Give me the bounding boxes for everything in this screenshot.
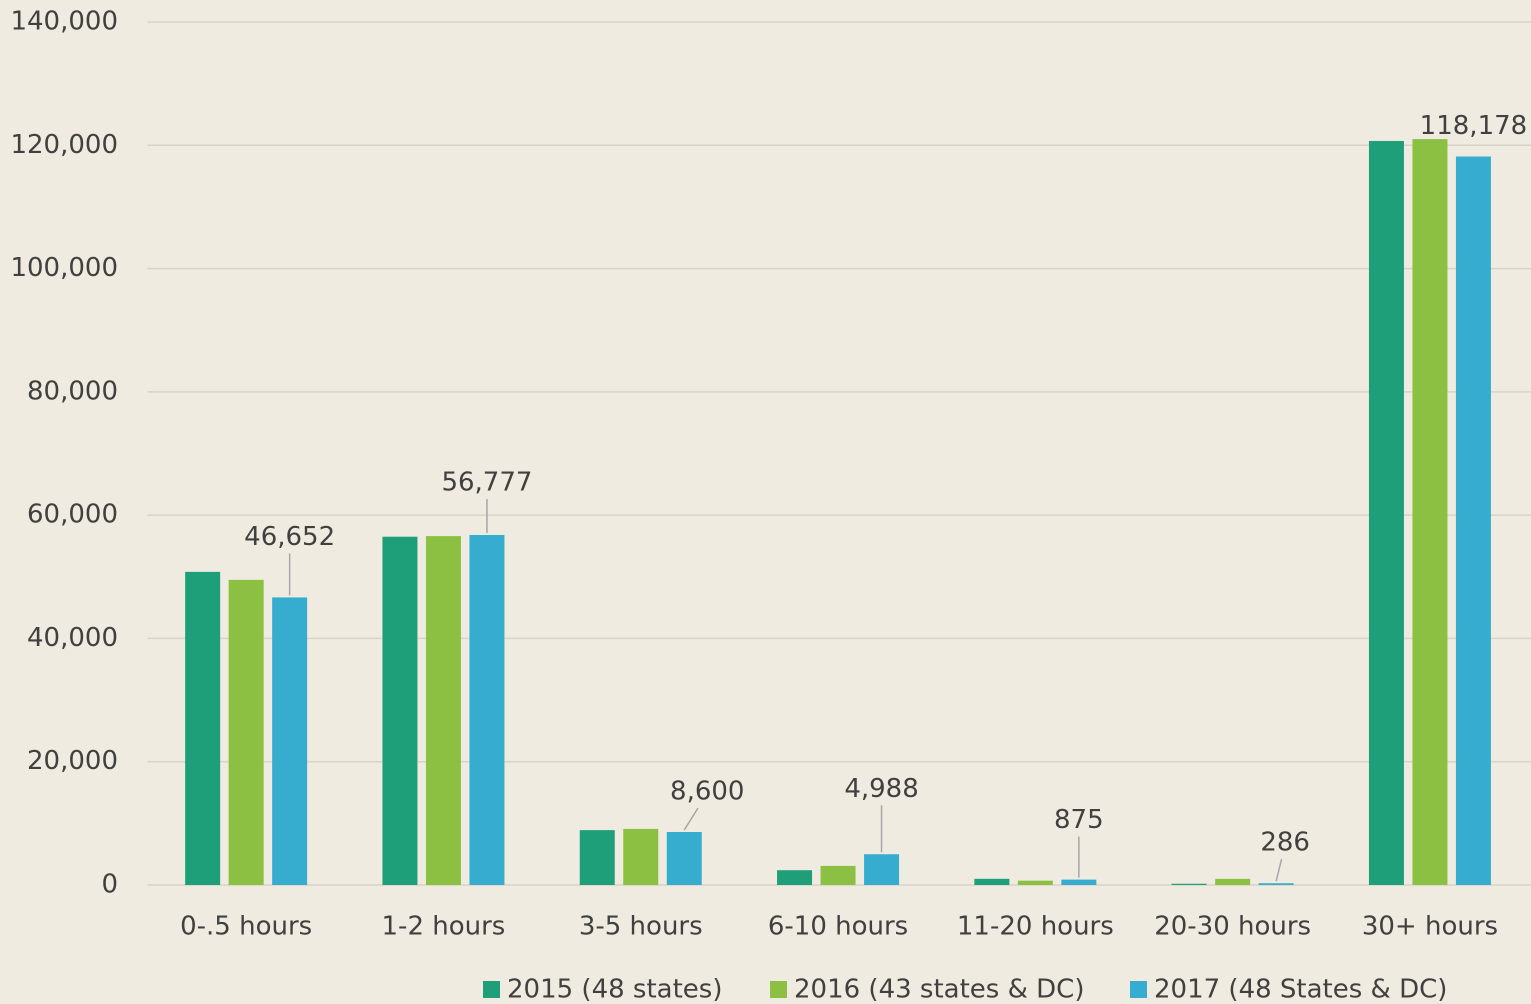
bar xyxy=(1455,156,1491,886)
data-label: 875 xyxy=(1054,805,1104,835)
bar xyxy=(1017,880,1053,885)
x-tick-label: 30+ hours xyxy=(1362,912,1498,942)
bar xyxy=(1412,139,1448,885)
y-tick-label: 20,000 xyxy=(27,746,118,776)
y-tick-label: 120,000 xyxy=(10,130,118,160)
bar xyxy=(666,831,702,885)
bar xyxy=(228,579,264,885)
legend-swatch xyxy=(770,981,787,998)
x-tick-label: 20-30 hours xyxy=(1154,912,1311,942)
bar xyxy=(185,571,221,885)
bar xyxy=(1258,883,1294,885)
bar xyxy=(425,536,461,885)
bar xyxy=(1061,879,1097,885)
data-label: 46,652 xyxy=(244,522,335,552)
bar xyxy=(777,870,813,885)
data-label: 56,777 xyxy=(441,468,532,498)
y-tick-label: 60,000 xyxy=(27,500,118,530)
x-tick-label: 11-20 hours xyxy=(957,912,1114,942)
y-tick-label: 100,000 xyxy=(10,253,118,283)
legend-label: 2017 (48 States & DC) xyxy=(1154,975,1447,1004)
legend-swatch xyxy=(483,981,500,998)
bar xyxy=(864,854,900,885)
bar xyxy=(1215,878,1251,885)
y-tick-label: 0 xyxy=(101,870,118,900)
data-label: 8,600 xyxy=(670,776,744,806)
legend-label: 2016 (43 states & DC) xyxy=(794,975,1084,1004)
bar xyxy=(623,828,659,885)
bar xyxy=(469,535,505,885)
bar xyxy=(382,536,418,885)
x-tick-label: 0-.5 hours xyxy=(180,912,312,942)
data-label: 118,178 xyxy=(1420,111,1528,141)
bar xyxy=(974,878,1010,885)
data-label: 4,988 xyxy=(844,774,918,804)
x-tick-label: 3-5 hours xyxy=(579,912,703,942)
leader-line xyxy=(1275,859,1283,882)
bar xyxy=(272,597,308,885)
x-tick-label: 1-2 hours xyxy=(382,912,506,942)
y-tick-label: 80,000 xyxy=(27,376,118,406)
data-label: 286 xyxy=(1260,828,1310,858)
bar xyxy=(1368,140,1404,886)
y-tick-label: 140,000 xyxy=(10,7,118,37)
bar xyxy=(820,865,856,885)
x-tick-label: 6-10 hours xyxy=(768,912,908,942)
y-tick-label: 40,000 xyxy=(27,623,118,653)
leader-line xyxy=(683,807,699,831)
bar xyxy=(579,830,615,885)
legend-label: 2015 (48 states) xyxy=(507,975,722,1004)
legend-swatch xyxy=(1130,981,1147,998)
bar xyxy=(1171,883,1207,885)
